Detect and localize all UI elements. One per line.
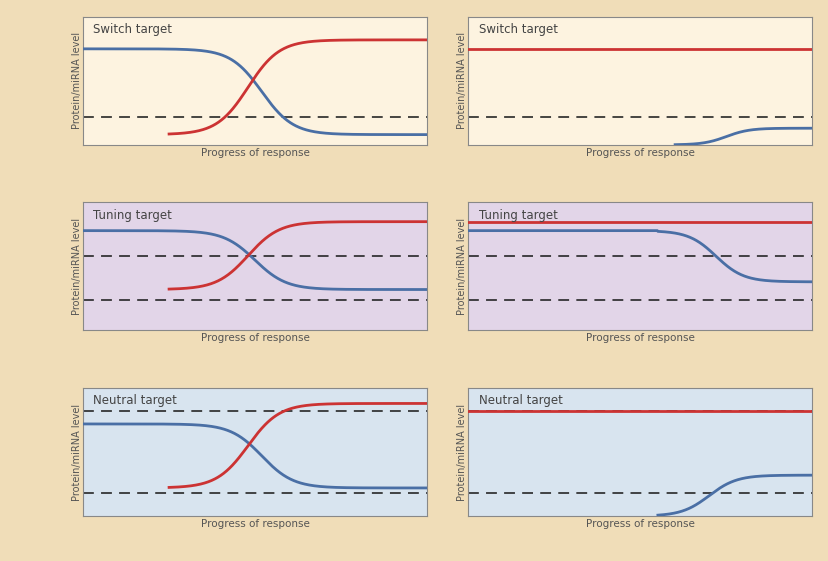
X-axis label: Progress of response: Progress of response [200,148,309,158]
X-axis label: Progress of response: Progress of response [585,333,694,343]
Y-axis label: Protein/miRNA level: Protein/miRNA level [456,403,466,500]
X-axis label: Progress of response: Progress of response [200,519,309,529]
Y-axis label: Protein/miRNA level: Protein/miRNA level [71,218,81,315]
Text: Switch target: Switch target [478,23,557,36]
Y-axis label: Protein/miRNA level: Protein/miRNA level [456,218,466,315]
Text: Tuning target: Tuning target [478,209,557,222]
Y-axis label: Protein/miRNA level: Protein/miRNA level [71,33,81,130]
Text: Tuning target: Tuning target [93,209,172,222]
Y-axis label: Protein/miRNA level: Protein/miRNA level [71,403,81,500]
Text: Neutral target: Neutral target [478,394,562,407]
Text: Switch target: Switch target [93,23,172,36]
X-axis label: Progress of response: Progress of response [200,333,309,343]
X-axis label: Progress of response: Progress of response [585,519,694,529]
X-axis label: Progress of response: Progress of response [585,148,694,158]
Y-axis label: Protein/miRNA level: Protein/miRNA level [456,33,466,130]
Text: Neutral target: Neutral target [93,394,177,407]
